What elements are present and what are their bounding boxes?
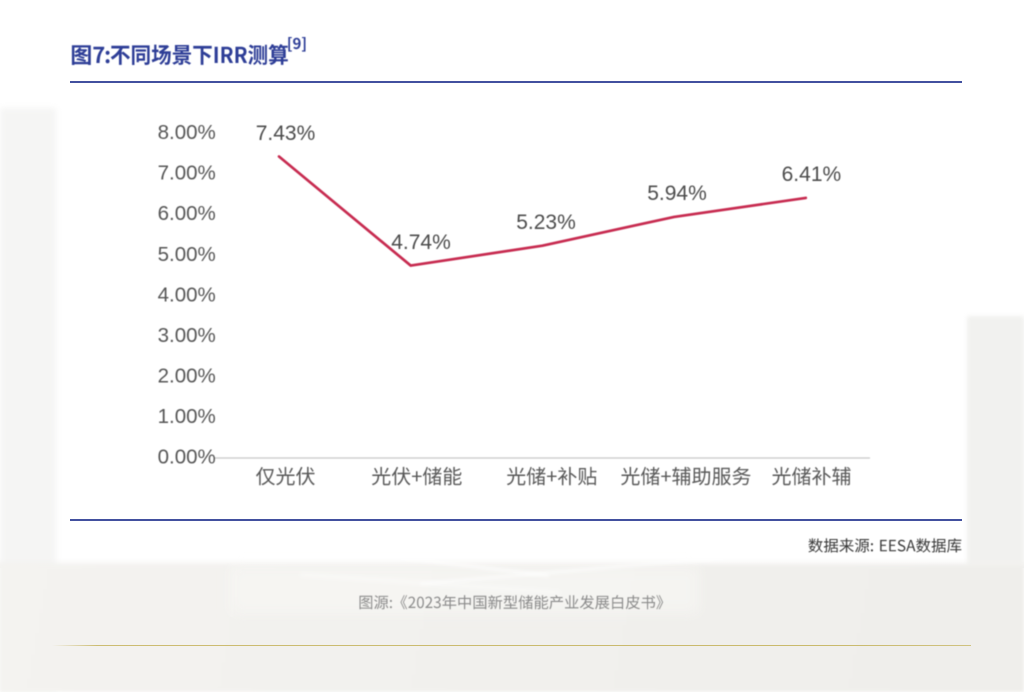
svg-text:6.00%: 6.00% bbox=[158, 202, 216, 225]
svg-text:8.00%: 8.00% bbox=[158, 121, 216, 144]
svg-text:4.74%: 4.74% bbox=[391, 231, 451, 254]
svg-text:3.00%: 3.00% bbox=[158, 324, 216, 347]
svg-text:1.00%: 1.00% bbox=[158, 405, 216, 428]
svg-text:5.94%: 5.94% bbox=[647, 182, 707, 205]
svg-text:7.00%: 7.00% bbox=[158, 162, 216, 185]
svg-text:4.00%: 4.00% bbox=[158, 283, 216, 306]
svg-text:5.23%: 5.23% bbox=[516, 211, 576, 234]
svg-text:6.41%: 6.41% bbox=[782, 163, 842, 186]
svg-text:7.43%: 7.43% bbox=[256, 122, 316, 145]
svg-text:0.00%: 0.00% bbox=[158, 446, 216, 469]
svg-text:5.00%: 5.00% bbox=[158, 243, 216, 266]
svg-text:2.00%: 2.00% bbox=[158, 364, 216, 387]
